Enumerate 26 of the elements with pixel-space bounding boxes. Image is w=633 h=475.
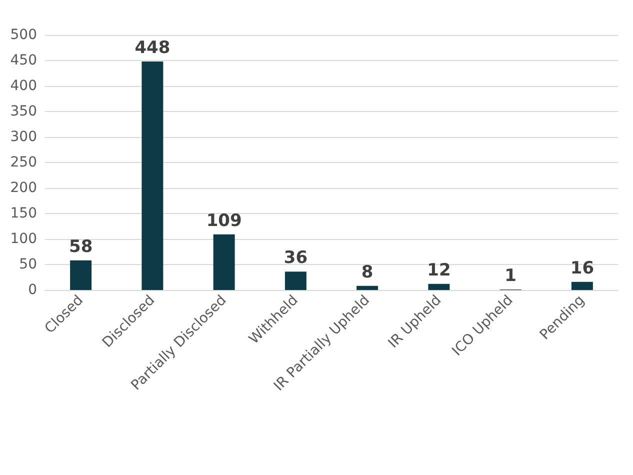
bar <box>428 284 450 290</box>
y-tick-label: 200 <box>10 180 37 196</box>
y-tick-label: 450 <box>10 52 37 68</box>
data-label: 58 <box>68 236 93 257</box>
y-tick-label: 400 <box>10 78 37 94</box>
data-label: 12 <box>427 260 451 280</box>
y-tick-label: 0 <box>28 282 37 298</box>
y-tick-label: 500 <box>10 27 37 43</box>
data-label: 36 <box>284 248 308 268</box>
data-label: 16 <box>570 258 594 278</box>
bar <box>142 62 164 290</box>
data-label: 1 <box>504 266 516 286</box>
data-label: 448 <box>134 38 170 58</box>
bar <box>356 286 378 290</box>
bar <box>70 260 92 290</box>
y-tick-label: 150 <box>10 206 37 222</box>
data-label: 109 <box>206 210 242 231</box>
y-tick-label: 300 <box>10 129 37 145</box>
data-label: 8 <box>361 262 374 282</box>
y-tick-label: 250 <box>10 154 37 170</box>
y-tick-label: 50 <box>19 256 37 272</box>
bar <box>213 234 235 290</box>
y-tick-label: 100 <box>10 231 37 247</box>
bar <box>284 272 306 290</box>
bar <box>571 282 593 290</box>
y-tick-label: 350 <box>10 104 37 120</box>
